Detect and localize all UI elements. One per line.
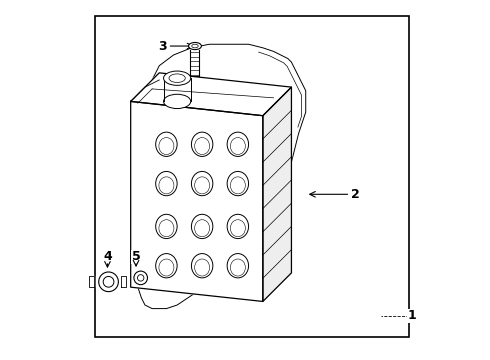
Ellipse shape [156, 171, 177, 196]
Ellipse shape [164, 94, 191, 109]
Ellipse shape [156, 214, 177, 239]
Bar [95, 16, 409, 337]
Polygon shape [89, 276, 94, 287]
Text: 3: 3 [158, 40, 167, 53]
Text: 5: 5 [132, 250, 141, 263]
Ellipse shape [227, 171, 248, 196]
Ellipse shape [156, 253, 177, 278]
Ellipse shape [189, 42, 201, 50]
Text: 1: 1 [408, 309, 416, 322]
Ellipse shape [227, 214, 248, 239]
Text: 4: 4 [103, 250, 112, 263]
Ellipse shape [192, 132, 213, 157]
Ellipse shape [164, 71, 191, 85]
Polygon shape [122, 276, 126, 287]
Text: 2: 2 [351, 188, 360, 201]
Ellipse shape [134, 271, 147, 285]
Ellipse shape [227, 253, 248, 278]
Polygon shape [131, 102, 263, 301]
Ellipse shape [192, 253, 213, 278]
Ellipse shape [192, 171, 213, 196]
Ellipse shape [156, 132, 177, 157]
Ellipse shape [98, 272, 119, 292]
Ellipse shape [192, 214, 213, 239]
Ellipse shape [103, 276, 114, 287]
Polygon shape [263, 87, 292, 301]
Polygon shape [131, 73, 292, 116]
Ellipse shape [227, 132, 248, 157]
